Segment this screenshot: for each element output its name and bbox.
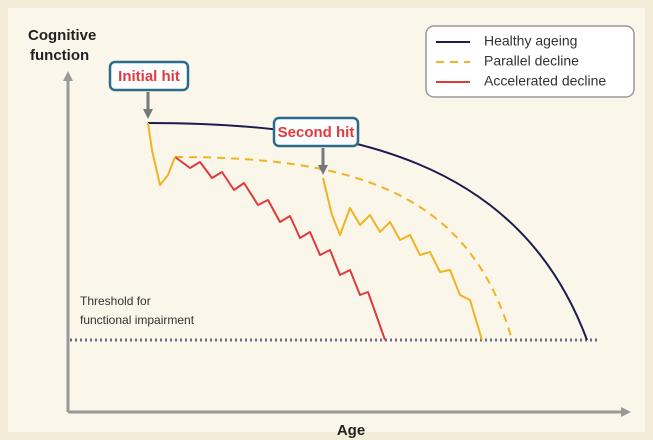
legend (425, 25, 635, 98)
legend-label: Accelerated decline (484, 73, 606, 89)
callout-label: Initial hit (118, 68, 180, 85)
threshold-label: Threshold for (80, 294, 151, 308)
accelerated-curve (174, 156, 386, 341)
initial-drop (147, 122, 176, 186)
healthy-curve (147, 122, 588, 341)
x-axis-label: Age (337, 422, 365, 439)
callout-box (272, 116, 360, 148)
callout-label: Second hit (278, 124, 355, 141)
y-axis-label: function (30, 47, 89, 64)
legend-label: Parallel decline (484, 53, 579, 69)
y-axis-label: Cognitive (28, 27, 96, 44)
second-drop (322, 177, 483, 341)
threshold-label: functional impairment (80, 313, 195, 327)
callout-box (108, 60, 190, 92)
legend-label: Healthy ageing (484, 33, 577, 49)
